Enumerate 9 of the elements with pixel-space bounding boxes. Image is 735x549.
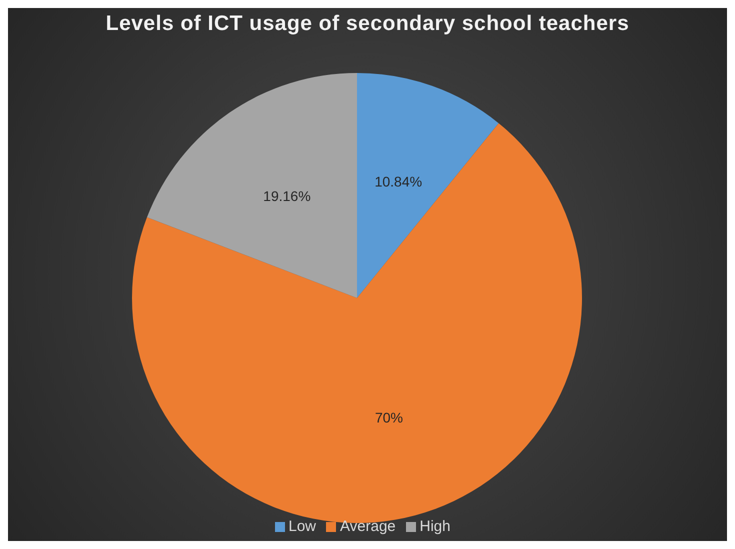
- pie-slice: [357, 73, 499, 298]
- legend-label: High: [420, 518, 450, 535]
- data-label: 19.16%: [263, 188, 311, 204]
- data-label: 70%: [374, 410, 403, 426]
- data-label: 10.84%: [374, 173, 422, 190]
- legend-label: Low: [288, 518, 316, 535]
- pie-slice: [146, 73, 357, 298]
- chart-title: Levels of ICT usage of secondary school teachers: [104, 12, 630, 36]
- legend-label: Average: [340, 518, 396, 535]
